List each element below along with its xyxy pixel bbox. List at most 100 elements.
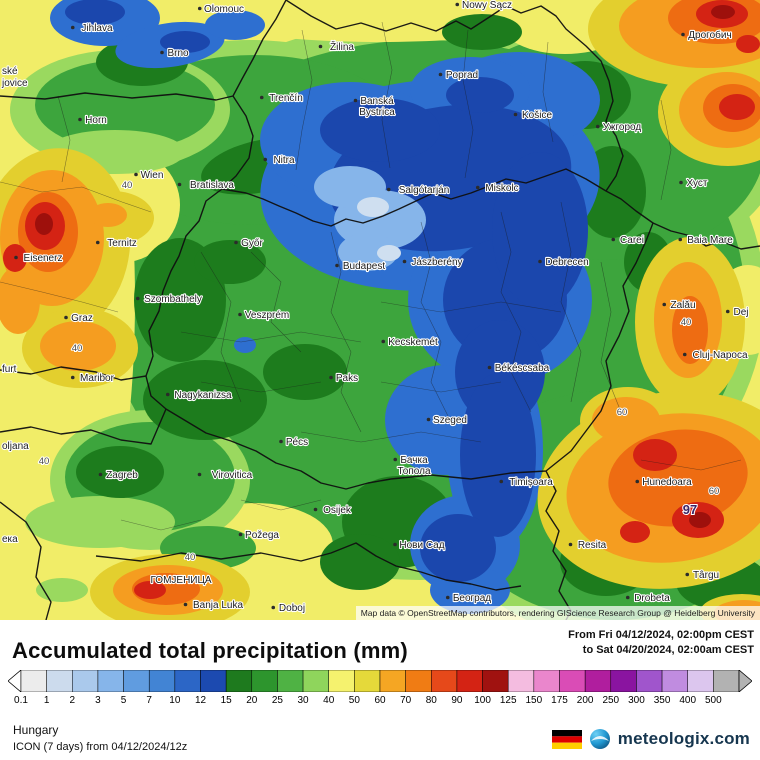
scale-segment — [584, 670, 612, 692]
scale-tick-label: 125 — [499, 695, 517, 706]
scale-segment — [379, 670, 406, 692]
scale-segment — [661, 670, 688, 692]
city-label: Nitra — [273, 155, 295, 166]
city-labels-layer: Jihlava Brno Olomouc Žilina Nowy Sącz Poprad Д… — [0, 0, 750, 615]
city-dot — [678, 237, 683, 242]
scale-tick-label: 175 — [551, 695, 568, 706]
city-label: Salgótarján — [399, 185, 450, 196]
scale-tick-label: 30 — [297, 695, 309, 706]
scale-segment — [687, 670, 714, 692]
scale-segment — [225, 670, 253, 692]
city-label: Bystrica — [359, 107, 395, 118]
scale-tick-label: 40 — [323, 695, 335, 706]
city-dot — [662, 302, 667, 307]
precip-max-label: 40 — [185, 552, 196, 563]
city-dot — [499, 479, 504, 484]
city-dot — [386, 187, 391, 192]
scale-segment — [482, 670, 509, 692]
scale-tick-label: 150 — [525, 695, 543, 706]
city-dot — [238, 312, 242, 317]
city-label: Cluj-Napoca — [692, 350, 747, 361]
city-dot — [682, 352, 687, 357]
city-dot — [14, 255, 18, 260]
scale-tick-label: 25 — [271, 695, 283, 706]
city-label: Maribor — [80, 373, 115, 384]
color-scale-bar — [8, 670, 752, 692]
city-label: Košice — [522, 110, 552, 121]
map-attribution: Map data © OpenStreetMap contributors, r… — [355, 606, 760, 620]
city-label: ГОМЈЕНИЦА — [150, 575, 211, 586]
city-dot — [353, 98, 358, 103]
scale-arrow — [8, 670, 22, 692]
city-label: Jászberény — [411, 257, 462, 268]
city-dot — [445, 595, 450, 600]
city-dot — [625, 595, 630, 600]
city-dot — [313, 507, 318, 512]
city-label: Drobeta — [634, 593, 670, 604]
city-label: Veszprém — [245, 310, 289, 321]
city-label: Požega — [245, 530, 279, 541]
scale-segment — [20, 670, 47, 692]
precip-field-dark-red — [35, 5, 735, 528]
city-dot — [611, 237, 616, 242]
city-dot — [259, 95, 264, 100]
date-range: From Fri 04/12/2024, 02:00pm CEST to Sat… — [568, 628, 754, 658]
city-label: Ternitz — [107, 238, 136, 249]
scale-segment — [456, 670, 483, 692]
scale-tick-label: 90 — [451, 695, 463, 706]
city-label: Žilina — [330, 40, 354, 53]
city-label: Doboj — [279, 603, 305, 614]
scale-tick-label: 3 — [95, 695, 101, 706]
city-dot — [475, 185, 480, 190]
germany-flag-icon — [551, 729, 582, 749]
city-dot — [78, 117, 82, 122]
city-label: Топола — [397, 466, 430, 477]
scale-tick-label: 12 — [194, 695, 207, 706]
city-dot — [393, 457, 398, 462]
city-label: Nagykanizsa — [174, 390, 232, 401]
scale-segment — [610, 670, 637, 692]
model-info: ICON (7 days) from 04/12/2024/12z — [13, 741, 188, 753]
city-label: Poprad — [446, 70, 478, 81]
legend-panel: Accumulated total precipitation (mm) Fro… — [0, 620, 760, 760]
brand-link[interactable]: meteologix.com — [617, 729, 750, 748]
scale-segment — [123, 670, 150, 692]
city-label: jovice — [1, 78, 28, 89]
city-dot — [679, 180, 683, 185]
precip-max-label: 40 — [39, 456, 50, 467]
city-label: Nowy Sącz — [462, 0, 512, 11]
scale-labels: 0.1 1 2 3 5 7 10 12 15 20 25 30 40 50 60 70 80 90 100 125 15… — [8, 695, 752, 709]
city-label: Târgu — [693, 570, 719, 581]
city-dot — [98, 472, 103, 477]
scale-tick-label: 500 — [705, 695, 722, 706]
scale-tick-label: 100 — [474, 695, 491, 706]
scale-tick-label: 300 — [628, 695, 645, 706]
city-dot — [279, 439, 283, 444]
scale-segment — [148, 670, 176, 692]
city-label: Zagreb — [106, 470, 138, 481]
city-label: Szombathely — [144, 294, 202, 305]
city-label: Budapest — [343, 261, 385, 272]
region-label: Hungary — [13, 723, 59, 737]
scale-tick-label: 10 — [169, 695, 181, 706]
city-dot — [393, 542, 397, 547]
scale-segment — [507, 670, 535, 692]
scale-tick-label: 15 — [220, 695, 232, 706]
city-label: Wien — [141, 170, 164, 181]
city-dot — [135, 296, 140, 301]
country-borders — [0, 0, 760, 620]
scale-tick-label: 20 — [246, 695, 258, 706]
city-dot — [70, 375, 75, 380]
city-dot — [197, 472, 202, 477]
scale-arrow — [738, 670, 752, 692]
city-dot — [568, 542, 573, 547]
scale-segment — [533, 670, 560, 692]
city-label: Paks — [336, 373, 358, 384]
city-dot — [263, 157, 268, 162]
meteologix-logo-icon — [589, 729, 610, 749]
city-dot — [725, 309, 730, 314]
city-dot — [183, 602, 188, 607]
precipitation-map: Jihlava Brno Olomouc Žilina Nowy Sącz Poprad Д… — [0, 0, 760, 620]
city-dot — [487, 365, 492, 370]
city-label: Dej — [733, 307, 748, 318]
